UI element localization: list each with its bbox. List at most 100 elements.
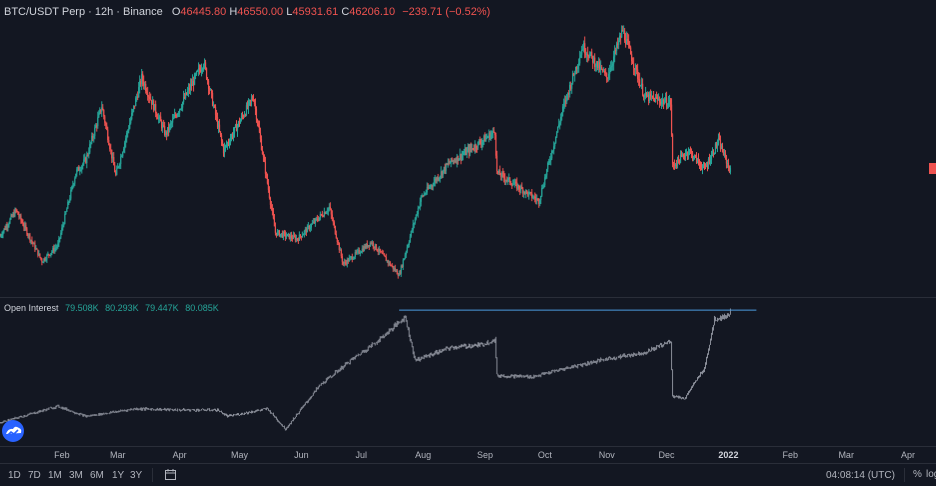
candle-body: [525, 190, 527, 194]
candle-body: [638, 78, 640, 80]
candle-body: [478, 141, 480, 143]
candle-body: [220, 135, 223, 141]
candle-body: [592, 55, 594, 63]
candle-body: [228, 142, 231, 144]
candle-body: [578, 63, 580, 66]
candle-body: [285, 236, 287, 238]
pane-separator[interactable]: [0, 297, 936, 298]
candle-body: [164, 125, 166, 135]
candle-body: [16, 209, 18, 212]
candle-body: [107, 129, 109, 141]
low-value: 45931.61: [292, 6, 339, 18]
candle-body: [86, 154, 88, 164]
candle-body: [168, 127, 170, 131]
candle-body: [608, 73, 610, 78]
candle-body: [635, 65, 637, 70]
timeframe-1y[interactable]: 1Y: [112, 470, 125, 481]
candle-body: [397, 274, 399, 276]
candle-body: [200, 69, 203, 72]
candle-body: [143, 80, 145, 86]
candle-body: [175, 114, 177, 116]
candle-body: [245, 105, 248, 116]
candle-body: [622, 30, 624, 32]
candle-body: [423, 193, 425, 196]
candle-body: [410, 231, 412, 237]
candle-body: [151, 100, 153, 105]
candle-body: [715, 143, 718, 147]
candle-body: [130, 119, 132, 124]
percent-toggle[interactable]: %: [913, 469, 922, 480]
symbol-title[interactable]: BTC/USDT Perp · 12h · Binance: [4, 6, 163, 18]
candle-body: [279, 233, 282, 237]
candle-body: [591, 51, 593, 56]
candle-body: [524, 191, 526, 194]
tradingview-logo-icon[interactable]: [2, 420, 24, 442]
candle-body: [528, 192, 530, 196]
timeframe-3y[interactable]: 3Y: [130, 470, 143, 481]
candle-body: [458, 158, 460, 161]
calendar-goto-icon[interactable]: [165, 469, 176, 480]
candle-body: [418, 207, 420, 209]
candle-body: [222, 145, 225, 154]
candle-body: [487, 136, 489, 138]
timeframe-7d[interactable]: 7D: [28, 470, 41, 481]
candle-body: [580, 54, 582, 58]
candle-body: [320, 214, 322, 216]
candle-body: [611, 65, 613, 68]
candle-body: [633, 63, 635, 69]
candle-body: [664, 97, 667, 102]
candle-body: [714, 143, 717, 153]
candle-body: [112, 157, 114, 159]
candle-body: [672, 163, 675, 165]
log-toggle[interactable]: log: [926, 469, 936, 480]
high-label: H: [229, 6, 238, 18]
timeframe-1m[interactable]: 1M: [48, 470, 62, 481]
candle-body: [313, 221, 315, 223]
x-tick-label: Mar: [838, 450, 854, 460]
candle-body: [389, 262, 391, 266]
timeframe-6m[interactable]: 6M: [90, 470, 104, 481]
candle-body: [384, 255, 386, 258]
candle-body: [689, 150, 692, 152]
candle-body: [327, 208, 329, 212]
utc-clock[interactable]: 04:08:14 (UTC): [826, 470, 895, 481]
candle-body: [654, 97, 656, 103]
candle-body: [18, 214, 20, 217]
candle-body: [12, 213, 14, 217]
candle-body: [618, 40, 620, 45]
candle-body: [137, 96, 139, 98]
candle-body: [314, 218, 316, 223]
candle-body: [671, 134, 674, 164]
oi-pane[interactable]: [0, 298, 936, 446]
candle-body: [169, 124, 171, 131]
candle-body: [234, 124, 237, 128]
candle-body: [304, 229, 306, 231]
candle-body: [211, 93, 214, 106]
candle-body: [407, 244, 409, 248]
candle-body: [598, 62, 600, 68]
candle-body: [25, 225, 27, 229]
candle-body: [531, 192, 533, 198]
candle-body: [336, 238, 338, 243]
timeframe-3m[interactable]: 3M: [69, 470, 83, 481]
candle-body: [185, 92, 187, 99]
candle-body: [128, 128, 130, 131]
candle-body: [605, 72, 607, 74]
price-pane[interactable]: [0, 0, 936, 297]
candle-body: [632, 61, 634, 64]
candle-body: [157, 116, 159, 120]
timeframe-1d[interactable]: 1D: [8, 470, 21, 481]
candle-body: [644, 95, 646, 98]
candle-body: [486, 137, 488, 139]
candle-body: [323, 212, 325, 217]
candle-body: [24, 225, 26, 228]
candle-body: [52, 248, 54, 252]
candle-body: [287, 233, 289, 235]
candle-body: [70, 189, 72, 199]
candle-body: [679, 154, 682, 163]
candle-body: [210, 89, 213, 94]
candle-body: [325, 212, 327, 214]
oi-label[interactable]: Open Interest: [4, 303, 59, 313]
candle-body: [46, 254, 48, 260]
oi-value-4: 80.085K: [185, 303, 219, 313]
